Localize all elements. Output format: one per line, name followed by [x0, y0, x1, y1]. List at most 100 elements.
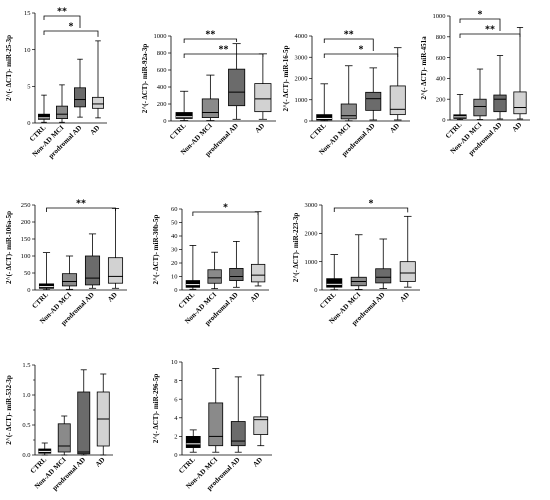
box-non-ad-mci [350, 234, 367, 290]
box-non-ad-mci [57, 415, 71, 456]
x-tick-label: AD [388, 122, 401, 135]
y-tick-label: 0 [174, 452, 177, 459]
bracket-line [183, 38, 238, 43]
x-tick-label: AD [251, 456, 264, 469]
y-tick-label: 100 [21, 253, 31, 260]
y-tick-label: 400 [436, 76, 446, 83]
y-tick-label: 60 [171, 206, 178, 213]
significance-bracket: ** [46, 199, 116, 212]
y-axis-label: 2^(- ΔCT)- miR-451a [420, 36, 428, 100]
bracket-line [323, 38, 374, 51]
box-iqr [473, 98, 487, 117]
significance-label: ** [219, 45, 229, 56]
box-ctrl [316, 83, 333, 122]
significance-bracket: * [323, 45, 399, 58]
box-ad [107, 207, 124, 289]
box-ad [253, 374, 269, 447]
box-iqr [61, 273, 78, 287]
y-tick-label: 2000 [295, 76, 308, 83]
box-iqr [513, 91, 527, 115]
panel-3: 0 1000 2000 3000 4000 2^(- ΔCT)- miR-16-5p CTR… [282, 30, 410, 158]
box-iqr [57, 423, 71, 453]
y-tick-label: 800 [157, 50, 167, 57]
box-ctrl [175, 90, 193, 121]
significance-label: ** [485, 25, 495, 36]
x-tick-label: CTRL [168, 122, 188, 142]
y-tick-label: 400 [157, 84, 167, 91]
x-tick-label: CTRL [31, 291, 51, 311]
box-iqr [185, 435, 201, 448]
bracket-line [43, 30, 99, 37]
y-axis-label: 2^(- ΔCT)- miR-296-5p [152, 374, 160, 444]
panel-2: 0 200 400 600 800 1000 2^(- ΔCT)- miR-92a-3p CT… [141, 30, 276, 158]
box-prodromal-ad [493, 55, 507, 120]
y-axis-label: 2^(- ΔCT)- miR-532-3p [5, 375, 13, 445]
y-tick-label: 50 [24, 270, 31, 277]
y-tick-label: 2000 [305, 231, 318, 238]
y-tick-label: 40 [171, 233, 178, 240]
box-iqr [316, 114, 333, 121]
y-tick-label: 1000 [433, 13, 446, 20]
y-tick-label: 0.5 [22, 422, 30, 429]
box-iqr [208, 402, 224, 447]
y-tick-label: 3000 [305, 202, 318, 209]
box-prodromal-ad [375, 238, 392, 289]
y-tick-label: 0 [304, 118, 307, 125]
x-tick-label: AD [253, 122, 266, 135]
box-iqr [253, 416, 269, 435]
box-iqr [228, 68, 246, 107]
y-tick-label: 5 [27, 84, 30, 91]
y-tick-label: 1.5 [22, 362, 30, 369]
box-prodromal-ad [77, 369, 91, 456]
y-axis-label: 2^(- ΔCT)- miR-92a-3p [141, 44, 149, 114]
box-ad [250, 211, 266, 287]
box-ad [254, 53, 272, 120]
significance-bracket: ** [183, 30, 238, 43]
box-non-ad-mci [340, 65, 357, 122]
box-ad [389, 47, 406, 121]
significance-bracket: ** [323, 30, 374, 51]
bracket-line [183, 53, 264, 58]
y-tick-label: 150 [21, 236, 31, 243]
box-iqr [375, 268, 392, 284]
x-tick-label: AD [249, 291, 262, 304]
y-tick-label: 200 [157, 101, 167, 108]
box-prodromal-ad [365, 67, 382, 121]
y-tick-label: 4000 [295, 33, 308, 40]
box-ctrl [38, 252, 55, 291]
box-iqr [201, 98, 219, 119]
box-iqr [326, 278, 343, 288]
y-tick-label: 200 [436, 96, 446, 103]
significance-label: ** [57, 7, 67, 18]
significance-bracket: ** [43, 7, 81, 28]
significance-bracket: * [43, 22, 99, 37]
box-iqr [84, 255, 101, 286]
bracket-line [43, 15, 81, 28]
panel-8: 0.00.51.01.52^(- ΔCT)- miR-532-3pCTRLNon… [5, 362, 113, 492]
y-tick-label: 4 [174, 415, 178, 422]
y-tick-label: 10 [171, 274, 178, 281]
box-prodromal-ad [229, 240, 244, 288]
box-iqr [38, 113, 50, 120]
box-iqr [250, 263, 266, 283]
box-non-ad-mci [473, 68, 487, 120]
box-iqr [77, 391, 91, 455]
significance-bracket: ** [459, 25, 521, 38]
x-tick-label: AD [511, 121, 524, 134]
y-tick-label: 0 [174, 287, 177, 294]
y-tick-label: 6 [174, 396, 178, 403]
significance-bracket: ** [183, 45, 264, 58]
y-tick-label: 600 [436, 55, 446, 62]
significance-label: ** [344, 30, 354, 41]
bracket-line [459, 33, 521, 38]
box-prodromal-ad [84, 233, 101, 289]
y-tick-label: 800 [436, 34, 446, 41]
box-iqr [175, 112, 193, 119]
significance-label: * [223, 203, 228, 214]
x-tick-label: AD [94, 456, 107, 469]
box-iqr [207, 269, 222, 284]
box-iqr [107, 257, 124, 284]
box-iqr [38, 283, 55, 289]
